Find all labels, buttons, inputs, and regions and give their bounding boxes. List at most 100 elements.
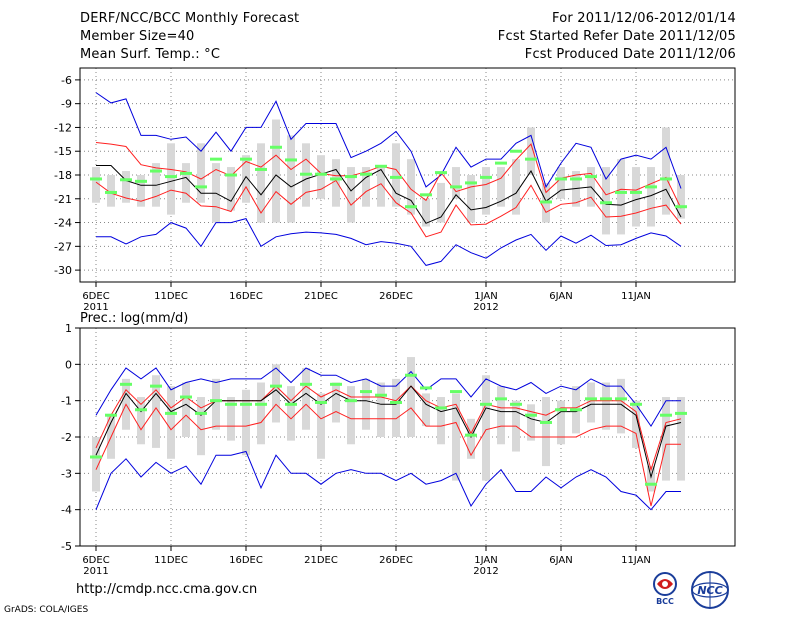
- observation-marker: [330, 382, 342, 386]
- observation-marker: [210, 399, 222, 403]
- observation-marker: [540, 420, 552, 424]
- spread-box: [602, 167, 610, 235]
- series-line-mean: [96, 165, 682, 224]
- x-tick-label: 6DEC: [82, 555, 109, 566]
- observation-marker: [300, 382, 312, 386]
- forecast-title: DERF/NCC/BCC Monthly Forecast: [80, 11, 300, 26]
- spread-box: [227, 397, 235, 441]
- observation-marker: [630, 190, 642, 194]
- spread-box: [377, 167, 385, 207]
- observation-marker: [615, 397, 627, 401]
- observation-marker: [390, 400, 402, 404]
- observation-marker: [150, 384, 162, 388]
- observation-marker: [255, 167, 267, 171]
- spread-box: [662, 127, 670, 215]
- observation-marker: [435, 406, 447, 410]
- spread-box: [272, 364, 280, 423]
- x-tick-label: 6JAN: [549, 291, 572, 302]
- series-line-p75: [95, 385, 682, 472]
- spread-box: [272, 119, 280, 223]
- spread-box: [317, 155, 325, 199]
- bcc-logo-text: BCC: [656, 597, 674, 606]
- member-size-label: Member Size=40: [80, 29, 195, 44]
- spread-box: [347, 167, 355, 223]
- spread-box: [602, 382, 610, 430]
- spread-box: [557, 167, 565, 199]
- observation-marker: [570, 177, 582, 181]
- spread-box: [527, 404, 535, 441]
- spread-box: [347, 386, 355, 445]
- observation-marker: [450, 185, 462, 189]
- spread-box: [482, 375, 490, 481]
- observation-marker: [345, 399, 357, 403]
- x-tick-label: 21DEC: [304, 291, 338, 302]
- spread-box: [122, 171, 130, 203]
- observation-marker: [360, 390, 372, 394]
- spread-box: [392, 378, 400, 437]
- y-tick-label: -4: [61, 504, 72, 517]
- x-tick-label: 6JAN: [549, 555, 572, 566]
- observation-marker: [105, 190, 117, 194]
- observation-marker: [510, 402, 522, 406]
- spread-box: [512, 159, 520, 215]
- spread-box: [257, 143, 265, 223]
- y-tick-label: 0: [65, 358, 72, 371]
- spread-box: [617, 159, 625, 235]
- x-tick-label: 1JAN: [474, 291, 497, 302]
- spread-box: [497, 167, 505, 207]
- observation-marker: [525, 157, 537, 161]
- fcst-produced-date: Fcst Produced Date 2011/12/06: [524, 47, 736, 62]
- observation-marker: [585, 397, 597, 401]
- observation-marker: [90, 177, 102, 181]
- observation-marker: [420, 386, 432, 390]
- observation-marker: [600, 397, 612, 401]
- spread-box: [212, 378, 220, 430]
- spread-box: [257, 382, 265, 445]
- spread-box: [197, 143, 205, 203]
- spread-box: [617, 378, 625, 434]
- observation-marker: [120, 382, 132, 386]
- spread-box: [452, 393, 460, 481]
- spread-box: [632, 167, 640, 227]
- x-tick-label: 11DEC: [154, 555, 188, 566]
- y-tick-label: -6: [61, 74, 72, 87]
- observation-marker: [315, 172, 327, 176]
- spread-box: [227, 167, 235, 211]
- spread-box: [362, 378, 370, 430]
- observation-marker: [465, 433, 477, 437]
- y-tick-label: -18: [54, 169, 72, 182]
- observation-marker: [210, 157, 222, 161]
- variable-label: Mean Surf. Temp.: °C: [80, 47, 221, 62]
- observation-marker: [420, 193, 432, 197]
- observation-marker: [600, 201, 612, 205]
- spread-box: [107, 175, 115, 207]
- series-line-max: [95, 367, 681, 428]
- x-tick-label: 11JAN: [621, 555, 651, 566]
- spread-box: [92, 437, 100, 492]
- bcc-logo: BCC: [653, 572, 677, 606]
- series-line-p25: [95, 179, 682, 238]
- observation-marker: [240, 402, 252, 406]
- website-url[interactable]: http://cmdp.ncc.cma.gov.cn: [76, 582, 258, 597]
- observation-marker: [495, 161, 507, 165]
- observation-marker: [570, 408, 582, 412]
- spread-box: [362, 167, 370, 207]
- ncc-logo-text: NCC: [697, 584, 722, 597]
- spread-box: [152, 375, 160, 448]
- observation-marker: [405, 373, 417, 377]
- spread-box: [467, 175, 475, 223]
- observation-marker: [645, 482, 657, 486]
- series-line-p25: [95, 403, 681, 507]
- x-tick-label: 26DEC: [379, 291, 413, 302]
- x-tick-label: 6DEC: [82, 291, 109, 302]
- spread-box: [677, 175, 685, 219]
- spread-box: [287, 386, 295, 441]
- observation-marker: [540, 200, 552, 204]
- x-tick-label: 16DEC: [229, 291, 263, 302]
- spread-box: [242, 155, 250, 203]
- observation-marker: [525, 413, 537, 417]
- grads-credit: GrADS: COLA/IGES: [4, 605, 89, 615]
- spread-box: [467, 418, 475, 459]
- observation-marker: [345, 175, 357, 179]
